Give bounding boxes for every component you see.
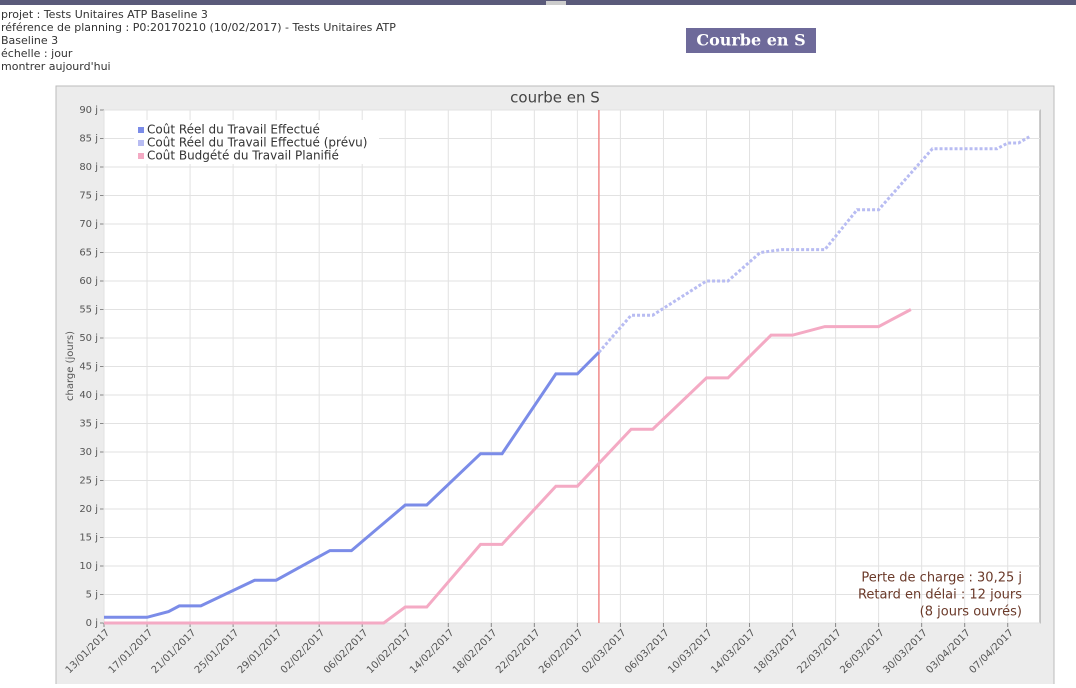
y-tick-label: 35 j: [79, 419, 98, 430]
header-line: montrer aujourd'hui: [1, 60, 111, 73]
header-line: Baseline 3: [1, 34, 58, 47]
series-line: [597, 135, 1030, 354]
y-tick-label: 40 j: [79, 390, 98, 401]
y-tick-label: 5 j: [86, 590, 98, 601]
button[interactable]: Courbe en S: [696, 31, 805, 50]
y-tick-label: 65 j: [79, 248, 98, 259]
y-tick-label: 60 j: [79, 276, 98, 287]
annotation: Perte de charge : 30,25 j: [861, 571, 1022, 586]
series-line: [104, 308, 912, 625]
y-tick-label: 75 j: [79, 191, 98, 202]
y-axis-label: charge (jours): [65, 331, 76, 401]
legend-swatch: [138, 140, 144, 146]
annotation: (8 jours ouvrés): [920, 605, 1022, 620]
legend-swatch: [138, 127, 144, 133]
top-bar: [0, 0, 1076, 5]
header-line: échelle : jour: [1, 47, 73, 60]
y-tick-label: 0 j: [86, 618, 98, 629]
y-tick-label: 25 j: [79, 476, 98, 487]
y-tick-label: 90 j: [79, 105, 98, 116]
legend-label: Coût Réel du Travail Effectué: [147, 123, 320, 137]
y-tick-label: 30 j: [79, 447, 98, 458]
y-tick-label: 85 j: [79, 134, 98, 145]
button-bg[interactable]: [686, 28, 816, 53]
chart-title: courbe en S: [510, 89, 600, 107]
y-tick-label: 10 j: [79, 561, 98, 572]
annotation: Retard en délai : 12 jours: [858, 588, 1022, 603]
legend-box: [134, 120, 379, 164]
header-line: référence de planning : P0:20170210 (10/…: [1, 21, 396, 34]
y-tick-label: 80 j: [79, 162, 98, 173]
legend-label: Coût Budgété du Travail Planifié: [147, 149, 339, 163]
y-tick-label: 20 j: [79, 504, 98, 515]
legend-label: Coût Réel du Travail Effectué (prévu): [147, 136, 367, 150]
y-tick-label: 70 j: [79, 219, 98, 230]
y-tick-label: 55 j: [79, 305, 98, 316]
handle[interactable]: [546, 1, 566, 5]
y-tick-label: 45 j: [79, 362, 98, 373]
y-tick-label: 50 j: [79, 333, 98, 344]
header-line: projet : Tests Unitaires ATP Baseline 3: [1, 8, 208, 21]
series-line: [104, 351, 600, 619]
y-tick-label: 15 j: [79, 533, 98, 544]
legend-swatch: [138, 153, 144, 159]
